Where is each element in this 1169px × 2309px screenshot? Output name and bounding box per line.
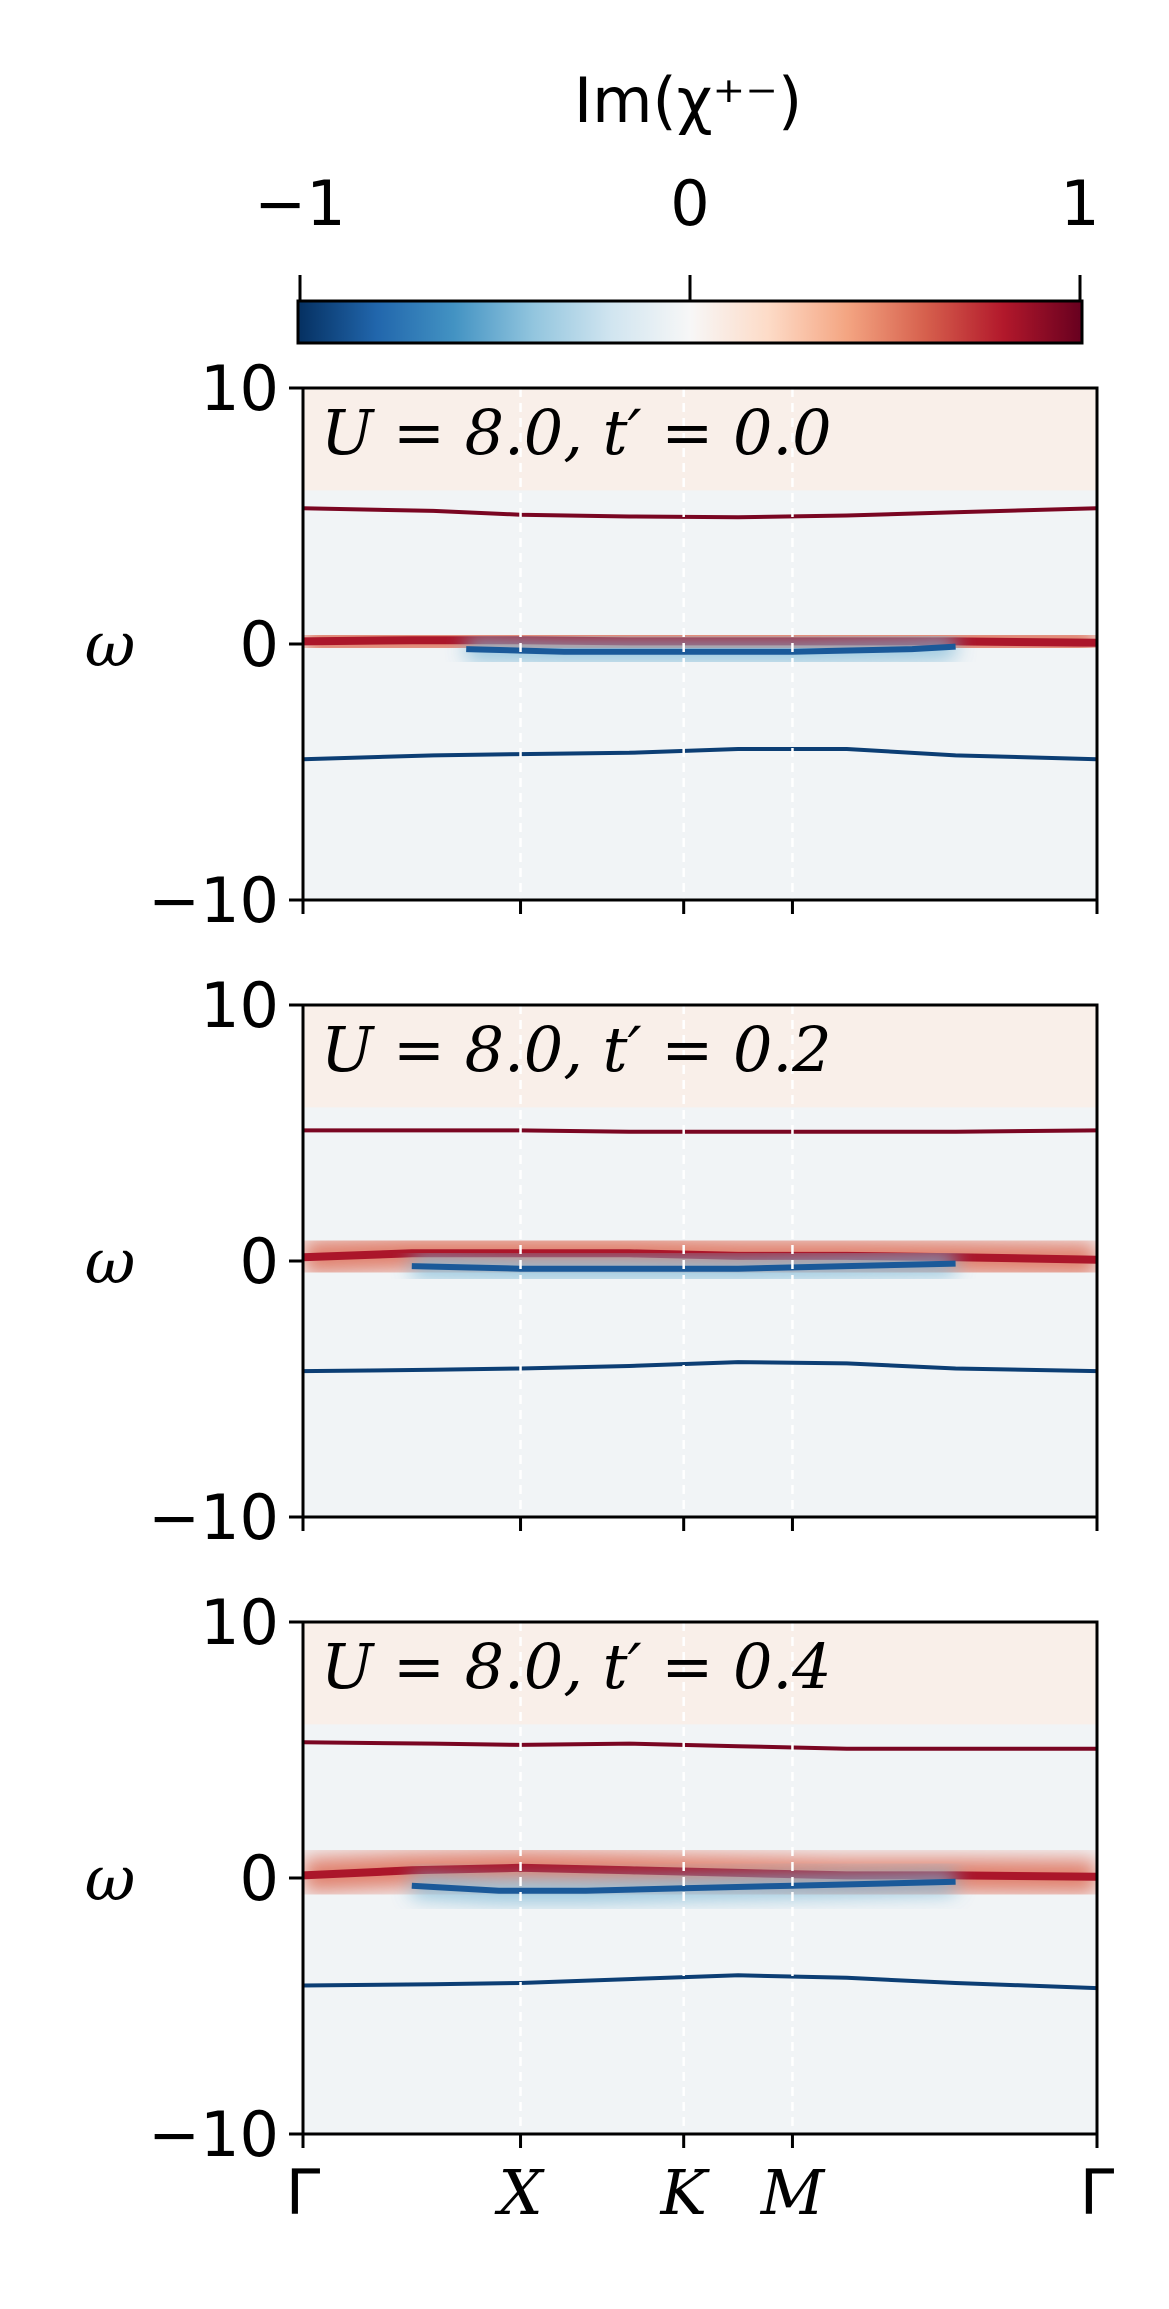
x-tick-label: Γ (1080, 2156, 1115, 2229)
band-lower (303, 1973, 1097, 1991)
colorbar: Im(χ⁺⁻) −1 0 1 (254, 64, 1100, 345)
band-lower (303, 1360, 1097, 1374)
y-axis-label: ω (85, 1225, 136, 1298)
band-upper (303, 1128, 1097, 1134)
colorbar-tick-label-zero: 0 (670, 167, 709, 240)
x-tick-label: M (760, 2156, 826, 2229)
panel-annotation: U = 8.0, t′ = 0.0 (321, 396, 832, 469)
y-tick-label: 10 (200, 1586, 279, 1659)
x-tick-label: K (660, 2156, 711, 2229)
x-tick-label: Γ (286, 2156, 321, 2229)
panel-annotation: U = 8.0, t′ = 0.2 (321, 1013, 832, 1086)
colorbar-label: Im(χ⁺⁻) (574, 64, 802, 137)
y-tick-label: 0 (240, 1225, 279, 1298)
colorbar-gradient (296, 299, 1084, 345)
y-tick-label: 0 (240, 1842, 279, 1915)
panel-t-prime-0-0: −10 0 10 ω U = 8.0, t′ = 0.0 (85, 352, 1099, 937)
heatmap-upper-tint (303, 388, 1097, 491)
band-central-negative (411, 1878, 956, 1894)
y-tick-label: −10 (148, 864, 279, 937)
y-axis-label: ω (85, 608, 136, 681)
y-axis-label: ω (85, 1842, 136, 1915)
panel-t-prime-0-2: −10 0 10 ω U = 8.0, t′ = 0.2 (85, 969, 1099, 1554)
colorbar-tick-label-max: 1 (1060, 167, 1099, 240)
heatmap-upper-tint (303, 1005, 1097, 1108)
y-tick-label: 10 (200, 352, 279, 425)
y-tick-label: 10 (200, 969, 279, 1042)
y-tick-label: −10 (148, 2098, 279, 2171)
colorbar-tick-label-min: −1 (254, 167, 345, 240)
band-central-negative (466, 643, 956, 655)
heatmap-upper-tint (303, 1622, 1097, 1725)
panel-annotation: U = 8.0, t′ = 0.4 (321, 1630, 832, 1703)
x-tick-label: X (494, 2156, 545, 2229)
panel-t-prime-0-4: −10 0 10 ω Γ X K M Γ U = 8.0, t′ = 0.4 (85, 1586, 1115, 2229)
y-tick-label: 0 (240, 608, 279, 681)
y-tick-label: −10 (148, 1481, 279, 1554)
